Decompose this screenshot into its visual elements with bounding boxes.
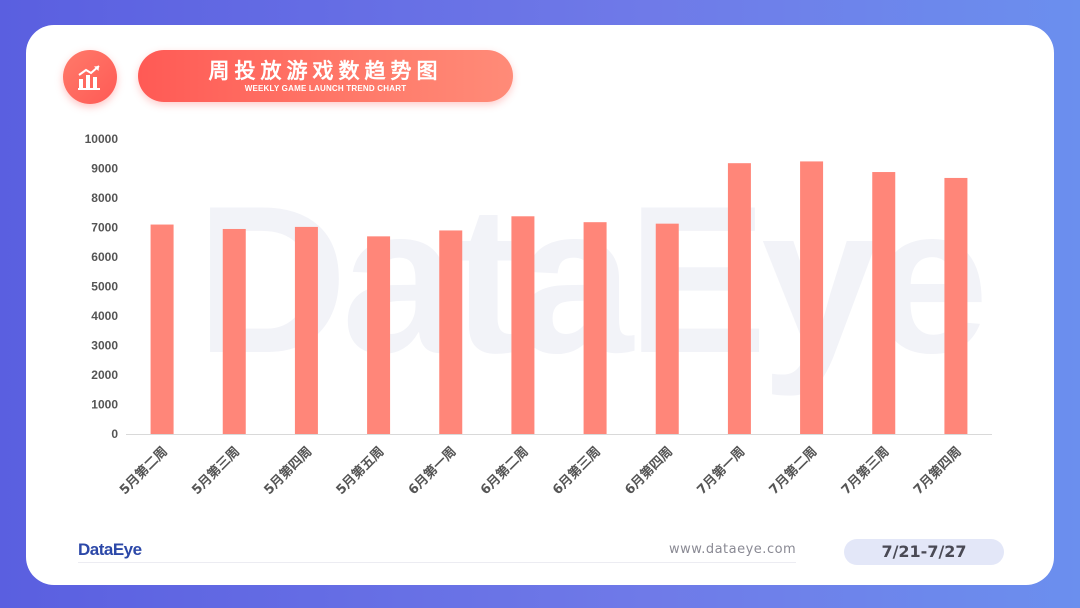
bar (800, 161, 824, 435)
x-tick-label: 6月第一周 (405, 444, 459, 498)
x-tick-label: 7月第二周 (766, 444, 820, 498)
bar (294, 226, 318, 434)
bar (150, 224, 174, 434)
y-tick-label: 9000 (91, 162, 118, 176)
x-tick-label: 6月第三周 (549, 444, 603, 498)
bar (583, 222, 607, 434)
x-tick-label: 6月第二周 (477, 444, 531, 498)
website-link[interactable]: www.dataeye.com (669, 542, 797, 557)
bar-chart-trend-icon (63, 50, 117, 104)
bar (872, 172, 896, 435)
bar-chart: 0 1000 2000 3000 4000 5000 6000 7000 8000 9000 100… (85, 132, 992, 498)
y-tick-label: 8000 (91, 191, 118, 205)
y-tick-label: 10000 (85, 132, 119, 146)
x-tick-label: 5月第四周 (261, 444, 315, 498)
x-tick-label: 7月第三周 (838, 444, 892, 498)
chart-card: DataEye 周投放游戏数趋势图 WEEKLY GAME LAUNCH TRE… (26, 25, 1054, 585)
y-tick-label: 1000 (91, 398, 118, 412)
x-tick-label: 7月第四周 (910, 444, 964, 498)
x-tick-label: 6月第四周 (622, 444, 676, 498)
x-tick-label: 7月第一周 (694, 444, 748, 498)
brand-logo: DataEye (78, 540, 142, 559)
date-range-badge: 7/21-7/27 (844, 539, 1004, 565)
y-tick-label: 4000 (91, 309, 118, 323)
bar (439, 230, 463, 434)
bar (511, 216, 535, 434)
bar (727, 163, 751, 434)
x-tick-label: 5月第五周 (333, 444, 387, 498)
y-tick-label: 0 (111, 427, 118, 441)
x-tick-label: 5月第三周 (189, 444, 243, 498)
y-tick-label: 2000 (91, 368, 118, 382)
bar (367, 236, 391, 434)
bar (655, 223, 679, 434)
title-banner: 周投放游戏数趋势图 WEEKLY GAME LAUNCH TREND CHART (138, 50, 513, 102)
y-tick-label: 6000 (91, 250, 118, 264)
y-tick-label: 3000 (91, 339, 118, 353)
y-tick-label: 5000 (91, 280, 118, 294)
chart-title: 周投放游戏数趋势图 (208, 59, 443, 83)
chart-subtitle: WEEKLY GAME LAUNCH TREND CHART (244, 84, 407, 93)
x-tick-label: 5月第二周 (116, 444, 170, 498)
footer-divider (78, 562, 796, 563)
bar (222, 228, 246, 434)
y-tick-label: 7000 (91, 221, 118, 235)
bar (944, 177, 968, 434)
